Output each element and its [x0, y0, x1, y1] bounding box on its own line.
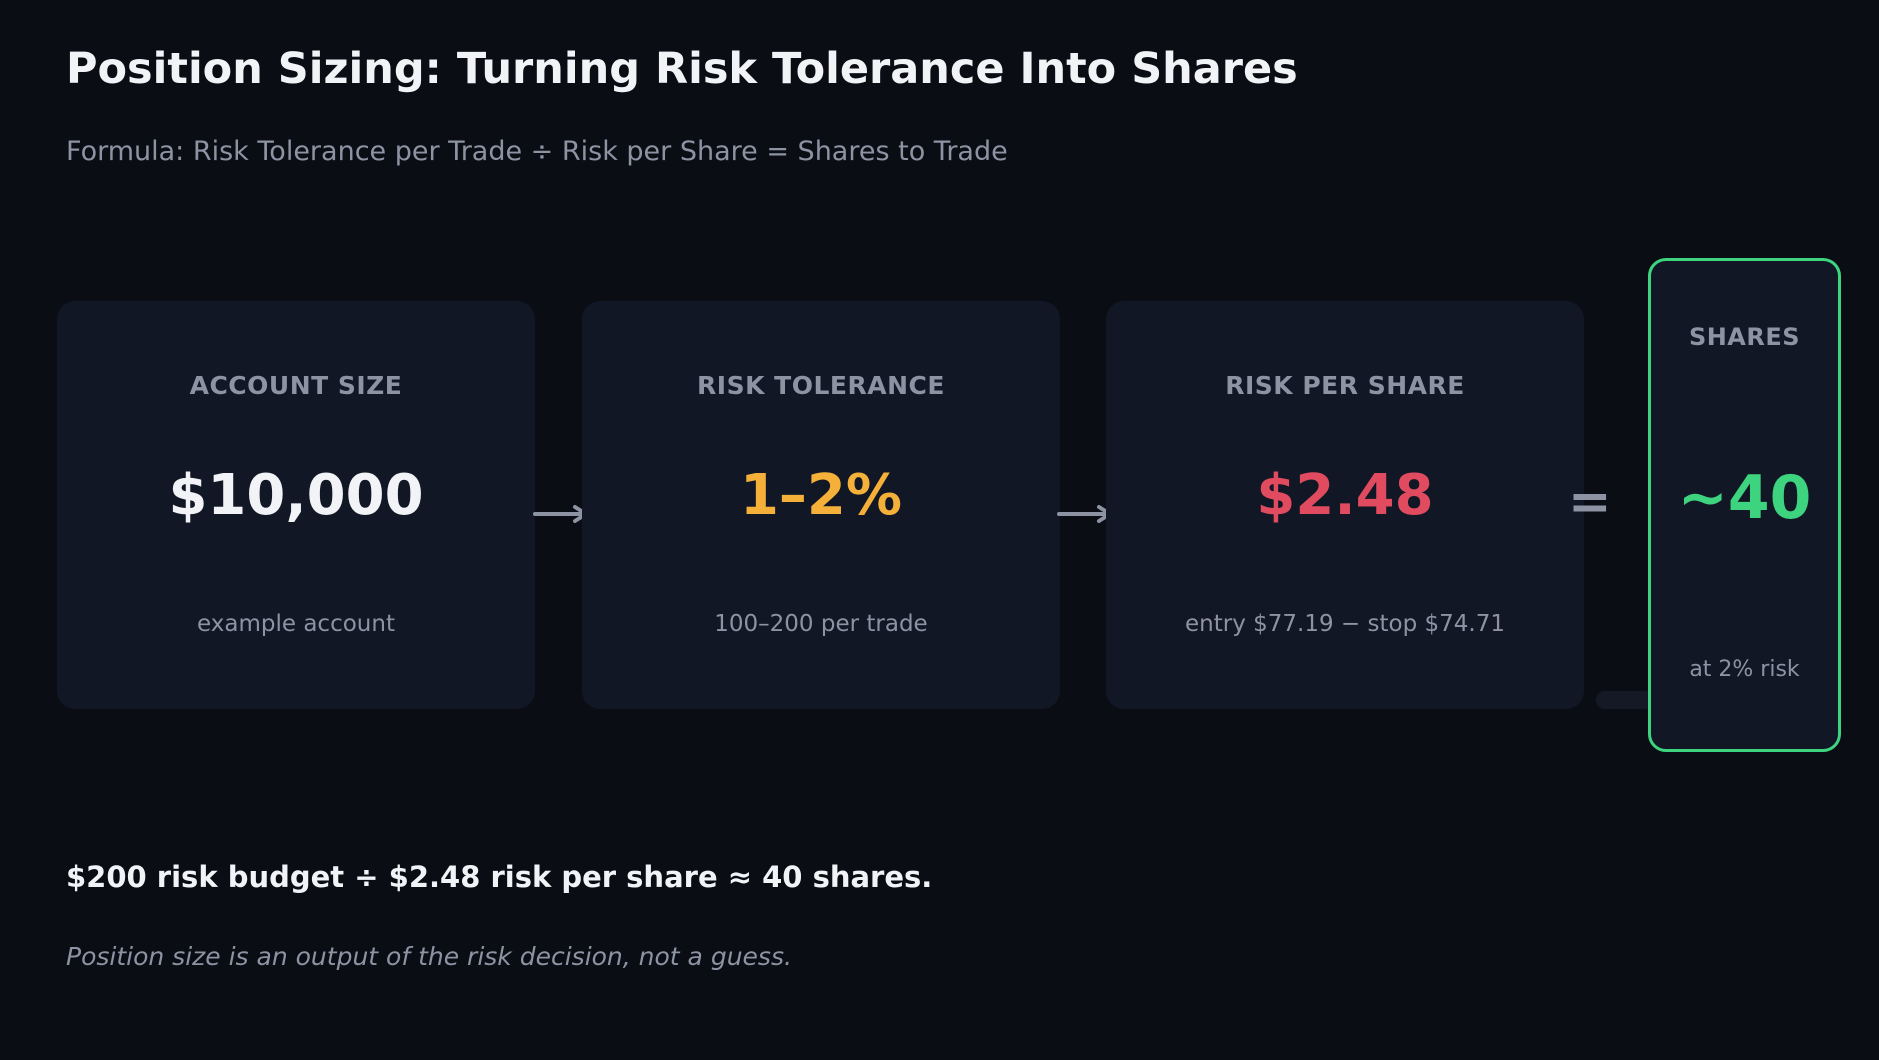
account-size-label: ACCOUNT SIZE [189, 371, 403, 400]
shares-note: at 2% risk [1689, 657, 1800, 682]
shares-value: ~40 [1677, 463, 1812, 533]
summary-text: $200 risk budget ÷ $2.48 risk per share … [66, 860, 933, 894]
equals-operator: = [1568, 472, 1612, 532]
account-size-note: example account [197, 611, 395, 637]
connector-pill [1596, 691, 1656, 709]
risk-per-share-value: $2.48 [1256, 463, 1434, 528]
risk-tolerance-label: RISK TOLERANCE [697, 371, 945, 400]
page-title: Position Sizing: Turning Risk Tolerance … [66, 44, 1298, 94]
risk-per-share-card: RISK PER SHARE $2.48 entry $77.19 − stop… [1106, 301, 1584, 709]
account-size-card: ACCOUNT SIZE $10,000 example account [57, 301, 535, 709]
takeaway-text: Position size is an output of the risk d… [66, 942, 792, 971]
account-size-value: $10,000 [168, 463, 424, 528]
risk-per-share-note: entry $77.19 − stop $74.71 [1185, 611, 1505, 637]
shares-label: SHARES [1688, 323, 1801, 351]
risk-tolerance-note: 100–200 per trade [714, 611, 928, 637]
shares-result-card: SHARES ~40 at 2% risk [1648, 258, 1841, 752]
risk-tolerance-value: 1–2% [739, 463, 903, 528]
risk-per-share-label: RISK PER SHARE [1225, 371, 1465, 400]
formula-subtitle: Formula: Risk Tolerance per Trade ÷ Risk… [66, 136, 1008, 167]
risk-tolerance-card: RISK TOLERANCE 1–2% 100–200 per trade [582, 301, 1060, 709]
